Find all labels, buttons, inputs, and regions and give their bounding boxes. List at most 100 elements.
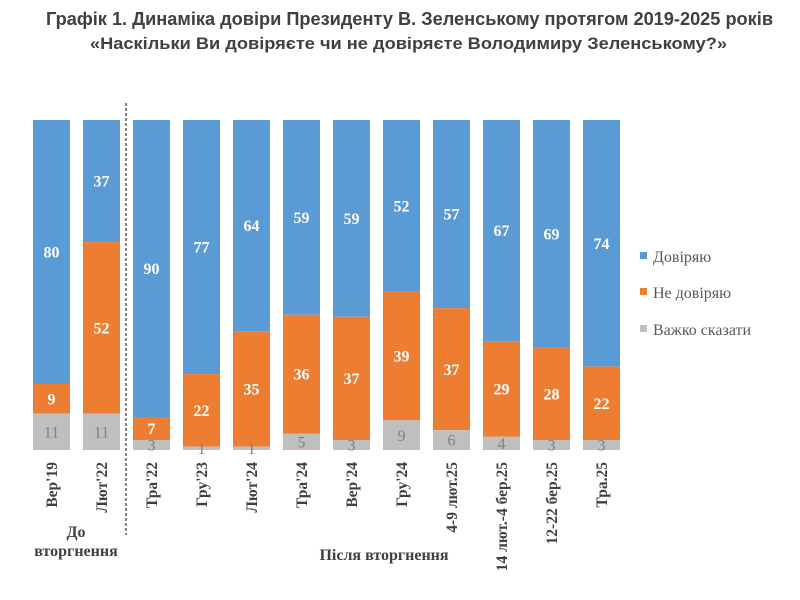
data-label-distrust: 22 <box>194 403 210 420</box>
bar-segment-hard-to-say <box>33 413 70 450</box>
category-label: Гру'23 <box>194 462 211 507</box>
category-label: Вер'24 <box>344 462 361 508</box>
bar-segment-distrust <box>383 291 420 421</box>
bar-stack: 74 22 3 <box>583 120 620 455</box>
group-label-line: Після вторгнення <box>319 547 448 564</box>
legend-label: Довіряю <box>653 249 711 266</box>
bar-segment-distrust <box>83 242 120 414</box>
legend: Довіряю Не довіряю Важко сказати <box>640 249 752 339</box>
bar-segment-hard-to-say <box>283 433 320 450</box>
data-label-trust: 90 <box>144 261 160 278</box>
data-label-trust: 69 <box>544 226 560 243</box>
category-label: 12-22 бер.25 <box>544 462 561 545</box>
data-label-distrust: 35 <box>244 382 260 399</box>
bar-segment-distrust <box>283 314 320 434</box>
category-axis-labels: Вер'19 Лют'22 Тра'22 Гру'23 Лют'24 Тра'24 Вер'… <box>44 462 611 571</box>
data-label-hard-to-say: 9 <box>398 428 406 445</box>
bar-segment-trust <box>433 120 470 309</box>
bar-segment-trust <box>133 120 170 417</box>
data-label-distrust: 28 <box>544 387 560 404</box>
bar-segment-trust <box>483 120 520 342</box>
legend-swatch-trust <box>640 252 647 259</box>
category-label: Лют'22 <box>94 462 111 513</box>
bar-stack: 77 22 1 <box>183 120 220 458</box>
category-label: Тра'22 <box>144 462 161 508</box>
legend-item-hard-to-say: Важко сказати <box>640 322 752 339</box>
data-label-distrust: 39 <box>394 349 410 366</box>
bar-stack: 59 36 5 <box>283 120 320 451</box>
bar-segment-trust <box>533 120 570 348</box>
data-label-hard-to-say: 5 <box>298 434 306 451</box>
data-label-hard-to-say: 11 <box>44 424 59 441</box>
legend-swatch-distrust <box>640 288 647 295</box>
bar-segment-distrust <box>133 417 170 441</box>
category-label: Тра.25 <box>594 462 611 508</box>
bar-segment-hard-to-say <box>583 440 620 450</box>
chart-title: Графік 1. Динаміка довіри Президенту В. … <box>46 9 773 29</box>
chart-subtitle: «Наскільки Ви довіряєте чи не довіряєте … <box>90 34 727 53</box>
data-label-distrust: 36 <box>294 367 310 384</box>
category-label: Гру'24 <box>394 462 411 507</box>
data-label-trust: 74 <box>594 236 610 253</box>
category-label: Лют'24 <box>244 462 261 513</box>
legend-item-distrust: Не довіряю <box>640 285 731 302</box>
group-label-before-invasion: До вторгнення <box>34 524 118 560</box>
data-label-hard-to-say: 3 <box>348 438 356 455</box>
data-label-hard-to-say: 1 <box>198 441 206 458</box>
data-label-distrust: 29 <box>494 382 510 399</box>
data-label-hard-to-say: 4 <box>498 436 506 453</box>
bar-segment-hard-to-say <box>83 413 120 450</box>
bar-stack: 64 35 1 <box>233 120 270 458</box>
bar-stack: 69 28 3 <box>533 120 570 455</box>
bar-segment-distrust <box>333 316 370 440</box>
bar-segment-trust <box>233 120 270 332</box>
bar-segment-hard-to-say <box>183 446 220 450</box>
data-label-trust: 52 <box>394 198 410 215</box>
bar-segment-trust <box>333 120 370 317</box>
bar-segment-distrust <box>433 308 470 431</box>
data-label-hard-to-say: 3 <box>548 438 556 455</box>
bar-segment-hard-to-say <box>133 440 170 450</box>
data-label-hard-to-say: 3 <box>598 438 606 455</box>
legend-label: Не довіряю <box>653 285 731 302</box>
category-label: Тра'24 <box>294 462 311 508</box>
bar-segment-distrust <box>233 331 270 447</box>
bar-segment-hard-to-say <box>433 430 470 450</box>
bar-segment-trust <box>183 120 220 375</box>
data-label-trust: 57 <box>444 207 460 224</box>
bar-segment-trust <box>33 120 70 384</box>
data-label-hard-to-say: 3 <box>148 438 156 455</box>
bar-stack: 59 37 3 <box>333 120 370 455</box>
category-label: Вер'19 <box>44 462 61 508</box>
bar-stack: 90 73 <box>133 120 170 455</box>
category-label: 4-9 лют.25 <box>444 462 461 533</box>
bar-segment-hard-to-say <box>333 440 370 450</box>
data-label-trust: 64 <box>244 218 260 235</box>
data-label-trust: 77 <box>194 240 210 257</box>
bar-segment-distrust <box>33 384 70 414</box>
data-label-trust: 59 <box>294 210 310 227</box>
data-label-trust: 37 <box>94 174 110 191</box>
data-label-distrust: 22 <box>594 396 610 413</box>
group-label-after-invasion: Після вторгнення <box>319 547 448 564</box>
legend-label: Важко сказати <box>653 322 752 339</box>
group-label-line: До <box>66 524 85 541</box>
bar-segment-trust <box>383 120 420 292</box>
bar-segment-distrust <box>583 366 620 440</box>
data-label-distrust: 52 <box>94 321 110 338</box>
bars: 8091137521190737722164351593655937352399… <box>33 120 620 458</box>
group-label-line: вторгнення <box>34 543 118 560</box>
legend-item-trust: Довіряю <box>640 249 711 266</box>
legend-swatch-hard-to-say <box>640 325 647 332</box>
data-label-hard-to-say: 6 <box>448 433 456 450</box>
data-label-distrust: 9 <box>48 391 56 408</box>
bar-segment-hard-to-say <box>233 446 270 450</box>
bar-segment-trust <box>583 120 620 367</box>
data-label-hard-to-say: 1 <box>248 441 256 458</box>
bar-segment-distrust <box>183 374 220 447</box>
category-label: 14 лют.-4 бер.25 <box>494 462 511 571</box>
bar-segment-distrust <box>533 347 570 441</box>
bar-segment-hard-to-say <box>533 440 570 450</box>
bar-stack: 80 9 11 <box>33 120 70 450</box>
